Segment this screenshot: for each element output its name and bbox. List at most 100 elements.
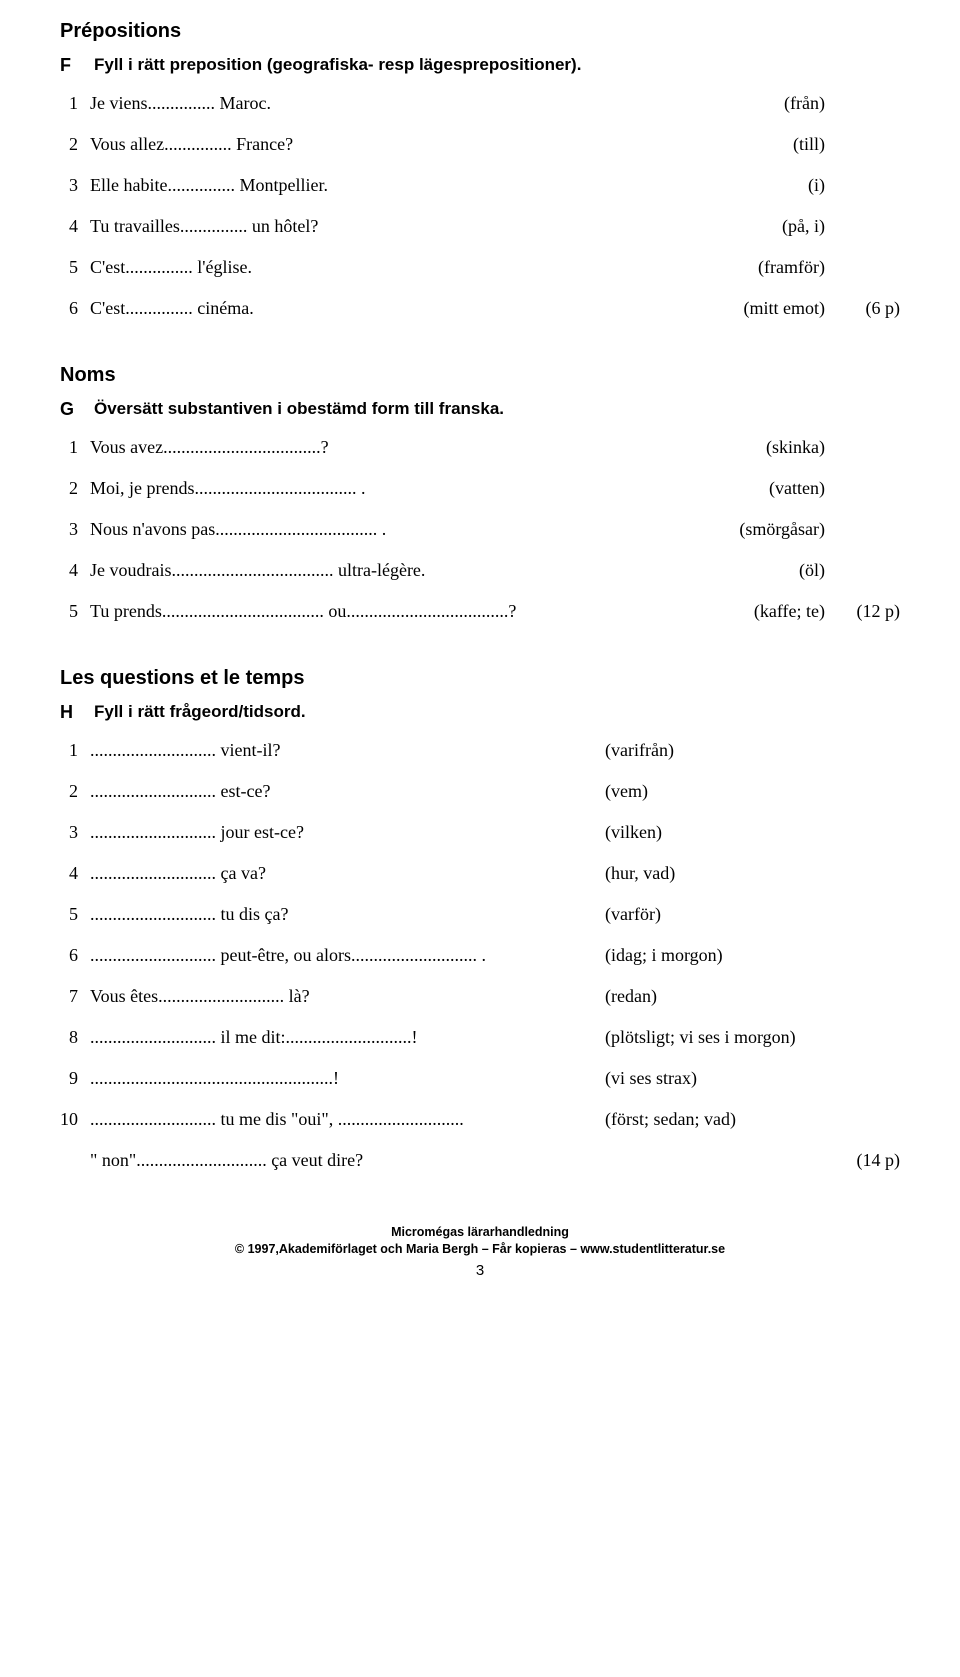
row-main: ........................................… [90, 1065, 605, 1092]
row-hint: (mitt emot) [744, 295, 835, 322]
row-main: ............................ jour est-ce… [90, 819, 605, 846]
row-hint: (öl) [799, 557, 835, 584]
row-num: 9 [60, 1065, 90, 1092]
exercise-row: 3 ............................ jour est-… [60, 819, 900, 846]
row-main: Je viens............... Maroc. [90, 90, 784, 117]
row-num: 1 [60, 90, 90, 117]
exercise-row: 2 Vous allez............... France? (til… [60, 131, 900, 158]
row-hint: (smörgåsar) [739, 516, 835, 543]
row-num: 5 [60, 598, 90, 625]
row-main: ............................ tu dis ça? [90, 901, 605, 928]
footer: Micromégas lärarhandledning © 1997,Akade… [60, 1224, 900, 1258]
instruction-row-H: H Fyll i rätt frågeord/tidsord. [60, 702, 900, 723]
row-main: Vous allez............... France? [90, 131, 793, 158]
row-main: ............................ tu me dis "… [90, 1106, 605, 1133]
section-instruction-G: Översätt substantiven i obestämd form ti… [94, 399, 504, 418]
exercise-row: 9 ......................................… [60, 1065, 900, 1092]
row-hint: (framför) [758, 254, 835, 281]
row-hint: (vatten) [769, 475, 835, 502]
row-main: C'est............... cinéma. [90, 295, 744, 322]
row-num: 5 [60, 254, 90, 281]
row-hint: (från) [784, 90, 835, 117]
exercise-row: 1 Vous avez.............................… [60, 434, 900, 461]
row-num: 4 [60, 557, 90, 584]
exercise-row: 6 ............................ peut-être… [60, 942, 900, 969]
exercise-row: 4 Je voudrais...........................… [60, 557, 900, 584]
row-points: (14 p) [835, 1147, 900, 1174]
row-hint: (först; sedan; vad) [605, 1106, 835, 1133]
row-main: Tu travailles............... un hôtel? [90, 213, 782, 240]
row-num: 2 [60, 475, 90, 502]
row-num: 2 [60, 131, 90, 158]
exercise-row: 8 ............................ il me dit… [60, 1024, 900, 1051]
row-points: (6 p) [835, 295, 900, 322]
footer-line1: Micromégas lärarhandledning [60, 1224, 900, 1241]
row-num: 3 [60, 516, 90, 543]
row-main: Moi, je prends..........................… [90, 475, 769, 502]
exercise-row: 5 Tu prends.............................… [60, 598, 900, 625]
section-title-H: Les questions et le temps [60, 667, 900, 690]
row-hint: (på, i) [782, 213, 835, 240]
row-num: 1 [60, 434, 90, 461]
row-num: 4 [60, 213, 90, 240]
row-points: (12 p) [835, 598, 900, 625]
row-num: 6 [60, 942, 90, 969]
section-instruction-F: Fyll i rätt preposition (geografiska- re… [94, 55, 581, 74]
section-letter-F: F [60, 55, 90, 76]
row-num: 1 [60, 737, 90, 764]
section-instruction-H: Fyll i rätt frågeord/tidsord. [94, 702, 306, 721]
exercise-row: 3 Nous n'avons pas......................… [60, 516, 900, 543]
row-main: ............................ ça va? [90, 860, 605, 887]
exercise-row: 5 C'est............... l'église. (framfö… [60, 254, 900, 281]
row-hint: (hur, vad) [605, 860, 835, 887]
row-main: ............................ vient-il? [90, 737, 605, 764]
section-letter-G: G [60, 399, 90, 420]
row-hint: (till) [793, 131, 835, 158]
row-hint: (i) [808, 172, 835, 199]
exercise-row: 6 C'est............... cinéma. (mitt emo… [60, 295, 900, 322]
instruction-row-G: G Översätt substantiven i obestämd form … [60, 399, 900, 420]
row-num: 8 [60, 1024, 90, 1051]
row-hint: (skinka) [766, 434, 835, 461]
row-num: 4 [60, 860, 90, 887]
row-hint: (varifrån) [605, 737, 835, 764]
instruction-row-F: F Fyll i rätt preposition (geografiska- … [60, 55, 900, 76]
row-num: 3 [60, 819, 90, 846]
row-num: 5 [60, 901, 90, 928]
exercise-row: 7 Vous êtes............................ … [60, 983, 900, 1010]
section-H: Les questions et le temps H Fyll i rätt … [60, 667, 900, 1174]
section-G: Noms G Översätt substantiven i obestämd … [60, 364, 900, 625]
exercise-row: 4 ............................ ça va? (h… [60, 860, 900, 887]
exercise-row: 3 Elle habite............... Montpellier… [60, 172, 900, 199]
row-num: 3 [60, 172, 90, 199]
row-main: ............................ est-ce? [90, 778, 605, 805]
page-number: 3 [60, 1262, 900, 1279]
row-hint: (vem) [605, 778, 835, 805]
row-hint: (idag; i morgon) [605, 942, 835, 969]
exercise-row: 5 ............................ tu dis ça… [60, 901, 900, 928]
exercise-row: 1 ............................ vient-il?… [60, 737, 900, 764]
exercise-row: " non"............................. ça v… [60, 1147, 900, 1174]
row-num: 7 [60, 983, 90, 1010]
row-hint: (varför) [605, 901, 835, 928]
row-hint: (kaffe; te) [754, 598, 835, 625]
row-num: 6 [60, 295, 90, 322]
row-main: " non"............................. ça v… [90, 1147, 605, 1174]
row-hint: (plötsligt; vi ses i morgon) [605, 1024, 835, 1051]
exercise-row: 1 Je viens............... Maroc. (från) [60, 90, 900, 117]
exercise-row: 10 ............................ tu me di… [60, 1106, 900, 1133]
exercise-row: 4 Tu travailles............... un hôtel?… [60, 213, 900, 240]
section-title-G: Noms [60, 364, 900, 387]
row-main: Elle habite............... Montpellier. [90, 172, 808, 199]
row-main: Nous n'avons pas........................… [90, 516, 739, 543]
footer-line2: © 1997,Akademiförlaget och Maria Bergh –… [60, 1241, 900, 1258]
section-letter-H: H [60, 702, 90, 723]
row-hint: (redan) [605, 983, 835, 1010]
exercise-row: 2 ............................ est-ce? (… [60, 778, 900, 805]
row-main: ............................ il me dit:.… [90, 1024, 605, 1051]
row-main: Vous êtes............................ là… [90, 983, 605, 1010]
row-main: Je voudrais.............................… [90, 557, 799, 584]
section-F: Prépositions F Fyll i rätt preposition (… [60, 20, 900, 322]
row-main: ............................ peut-être, … [90, 942, 605, 969]
section-title-F: Prépositions [60, 20, 900, 43]
